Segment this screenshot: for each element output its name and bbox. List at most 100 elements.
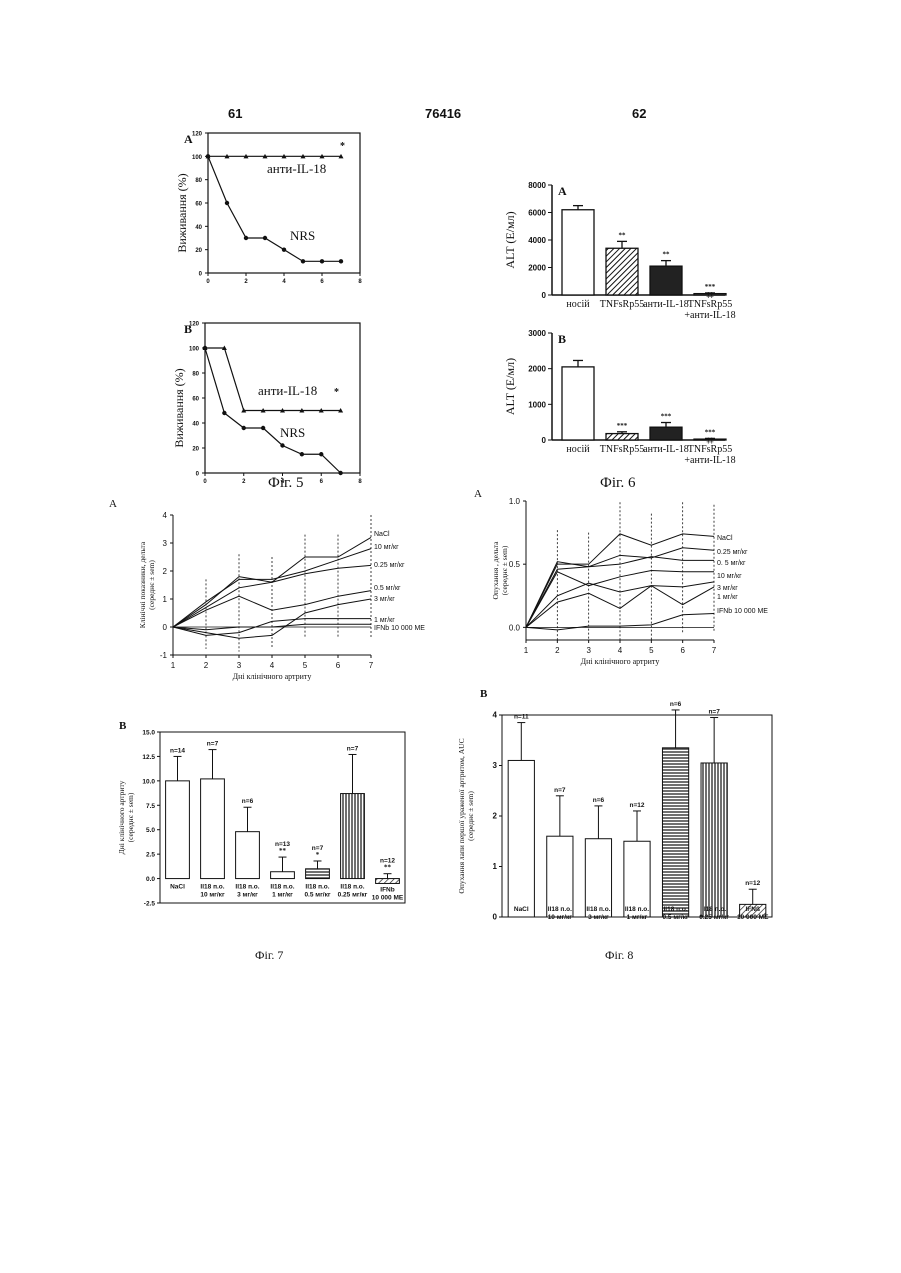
bar bbox=[306, 869, 330, 879]
x-tick-label: 2 bbox=[244, 279, 248, 285]
category-label: 1 мг/кг bbox=[272, 892, 293, 899]
series-label: NaCl bbox=[374, 531, 390, 538]
y-axis-label: Опухання , дельта bbox=[491, 541, 500, 600]
y-tick-label: 0 bbox=[163, 623, 168, 632]
n-label: n=7 bbox=[312, 845, 324, 852]
bar bbox=[341, 794, 365, 879]
data-point bbox=[225, 201, 229, 205]
category-label: 3 мг/кг bbox=[237, 892, 258, 899]
y-tick-label: 2.5 bbox=[146, 852, 155, 859]
category-label: TNFsRp55 bbox=[688, 299, 732, 310]
fig8-panel-a: 0.00.51.01234567Дні клінічного артритуAО… bbox=[470, 485, 800, 685]
panel-label: B bbox=[184, 322, 192, 336]
fig8-caption: Фіг. 8 bbox=[605, 948, 633, 963]
y-axis-label: (середнє ± sem) bbox=[500, 545, 509, 595]
category-label: Il18 п.о. bbox=[548, 906, 572, 913]
n-label: n=7 bbox=[554, 787, 566, 794]
y-tick-label: 100 bbox=[189, 347, 200, 353]
category-label: 10 000 МЕ bbox=[372, 894, 404, 901]
x-tick-label: 0 bbox=[203, 479, 207, 485]
n-label: n=13 bbox=[275, 841, 290, 848]
significance-star: * bbox=[340, 141, 345, 152]
data-point bbox=[222, 411, 226, 415]
category-label: 10 мг/кг bbox=[548, 914, 573, 921]
n-label: n=7 bbox=[207, 741, 219, 748]
x-tick-label: 2 bbox=[555, 646, 560, 655]
y-tick-label: 40 bbox=[195, 225, 202, 231]
data-point bbox=[339, 259, 343, 263]
y-tick-label: 3 bbox=[493, 761, 498, 770]
fig5-panel-a: 02040608010012002468AВиживання (%)анти-I… bbox=[170, 125, 370, 295]
category-label: 0.5 мг/кг bbox=[304, 892, 330, 899]
category-label: носій bbox=[566, 299, 590, 310]
y-tick-label: 2000 bbox=[528, 365, 546, 374]
significance-marker: ** bbox=[619, 231, 627, 239]
series-label: 3 мг/кг bbox=[374, 596, 395, 603]
y-tick-label: 4000 bbox=[528, 236, 546, 245]
category-label: 3 мг/кг bbox=[588, 914, 609, 921]
category-label: 0.25 мг/кг bbox=[338, 892, 368, 899]
category-label: Il18 п.о. bbox=[200, 884, 224, 891]
category-label: Il18 п.о. bbox=[270, 884, 294, 891]
y-tick-label: 120 bbox=[192, 132, 203, 138]
n-label: n=14 bbox=[170, 747, 185, 754]
category-label: TNFsRp55 bbox=[600, 444, 644, 455]
data-point bbox=[300, 452, 304, 456]
bar bbox=[562, 367, 594, 440]
x-tick-label: 1 bbox=[171, 661, 176, 670]
y-tick-label: 4 bbox=[163, 511, 168, 520]
y-tick-label: 1 bbox=[163, 595, 168, 604]
fig8-panel-b: 01234BОпухання лапи першої ураженої артр… bbox=[450, 685, 800, 925]
bar bbox=[562, 210, 594, 295]
bar bbox=[376, 879, 400, 884]
y-tick-label: -1 bbox=[160, 651, 168, 660]
y-tick-label: 6000 bbox=[528, 209, 546, 218]
y-axis-label: (середнє ± sem) bbox=[126, 792, 135, 842]
significance-star: * bbox=[316, 851, 320, 859]
data-point bbox=[301, 259, 305, 263]
bar bbox=[701, 763, 727, 917]
bar bbox=[650, 266, 682, 295]
panel-label: B bbox=[480, 688, 488, 700]
significance-star: ** bbox=[279, 847, 287, 855]
category-label: 10 мг/кг bbox=[200, 892, 225, 899]
category-label: NaCl bbox=[514, 906, 529, 913]
y-tick-label: 20 bbox=[192, 447, 199, 453]
y-axis-label: Опухання лапи першої ураженої артритом, … bbox=[457, 738, 466, 893]
panel-label: A bbox=[184, 132, 193, 146]
y-axis-label: (середнє ± sem) bbox=[147, 560, 156, 610]
category-label: анти-IL-18 bbox=[643, 299, 689, 310]
fig5-caption: Фіг. 5 bbox=[268, 475, 303, 492]
n-label: n=7 bbox=[347, 745, 359, 752]
series-label: 0.25 мг/кг bbox=[374, 562, 405, 569]
y-tick-label: 40 bbox=[192, 422, 199, 428]
series-label: анти-IL-18 bbox=[258, 383, 317, 398]
series-label: анти-IL-18 bbox=[267, 161, 326, 176]
n-label: n=6 bbox=[670, 701, 682, 708]
data-point bbox=[244, 236, 248, 240]
y-axis-label: Виживання (%) bbox=[172, 368, 186, 447]
x-tick-label: 5 bbox=[303, 661, 308, 670]
bar bbox=[606, 434, 638, 440]
x-axis-label: Дні клінічного артриту bbox=[581, 657, 660, 666]
data-point bbox=[261, 426, 265, 430]
x-tick-label: 7 bbox=[712, 646, 717, 655]
y-tick-label: 1 bbox=[493, 862, 498, 871]
category-label: TNFsRp55 bbox=[600, 299, 644, 310]
fig5-panel-b: 02040608010012002468BВиживання (%)анти-I… bbox=[170, 315, 370, 485]
n-label: n=7 bbox=[708, 709, 720, 716]
x-tick-label: 4 bbox=[282, 279, 286, 285]
y-tick-label: 1.0 bbox=[509, 497, 521, 506]
data-point bbox=[319, 452, 323, 456]
y-tick-label: 0.5 bbox=[509, 560, 521, 569]
series-label: IFNb 10 000 МЕ bbox=[717, 608, 768, 615]
fig7-panel-b: -2.50.02.55.07.510.012.515.0BДні клінічн… bbox=[105, 715, 435, 915]
series-label: 10 мг/кг bbox=[374, 544, 399, 551]
panel-label: A bbox=[109, 498, 117, 510]
n-label: n=12 bbox=[630, 802, 645, 809]
y-tick-label: 5.0 bbox=[146, 827, 155, 834]
patent-number: 76416 bbox=[425, 106, 461, 121]
bar bbox=[271, 872, 295, 879]
bar bbox=[662, 748, 688, 917]
y-tick-label: 15.0 bbox=[142, 730, 155, 737]
